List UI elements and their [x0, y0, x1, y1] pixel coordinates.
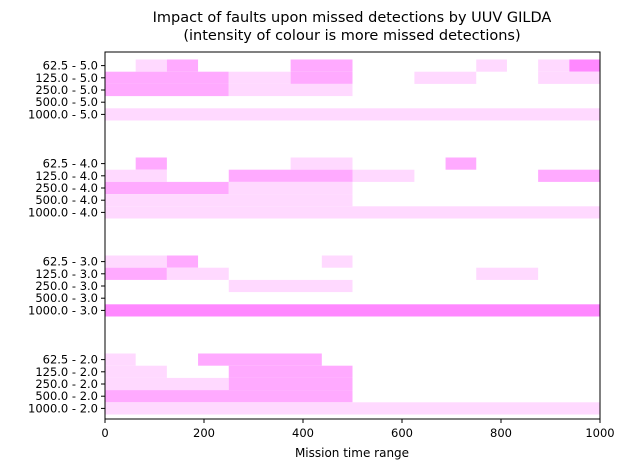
heatmap-cell: [135, 157, 167, 170]
heatmap-cell: [290, 157, 353, 170]
y-tick-label: 1000.0 - 5.0: [28, 107, 98, 121]
x-tick-label: 600: [391, 426, 413, 440]
heatmap-cell: [105, 83, 229, 97]
y-tick-label: 62.5 - 5.0: [43, 59, 98, 73]
heatmap-cell: [228, 377, 353, 391]
heatmap-cell: [228, 71, 291, 84]
heatmap-cell: [414, 71, 477, 84]
y-tick-label: 1000.0 - 2.0: [28, 401, 98, 415]
heatmap-cell: [476, 59, 507, 72]
y-tick-label: 500.0 - 2.0: [35, 389, 98, 403]
y-tick-label: 250.0 - 3.0: [35, 279, 98, 293]
heatmap-cell: [228, 181, 353, 195]
heatmap-cell: [198, 353, 322, 366]
plot-frame: [104, 51, 601, 420]
y-tick-label: 250.0 - 2.0: [35, 377, 98, 391]
heatmap-cell: [135, 59, 167, 72]
heatmap-cell: [166, 255, 199, 268]
y-tick-label: 62.5 - 2.0: [43, 353, 98, 367]
heatmap-cell: [538, 169, 600, 182]
heatmap-cell: [290, 59, 353, 72]
heatmap-cell: [228, 365, 353, 378]
heatmap-cell: [445, 157, 477, 170]
y-tick-label: 500.0 - 4.0: [35, 193, 98, 207]
y-tick-label: 62.5 - 3.0: [43, 255, 98, 269]
y-tick-label: 62.5 - 4.0: [43, 157, 98, 171]
heatmap-cell: [228, 83, 353, 97]
y-tick-label: 125.0 - 5.0: [35, 71, 98, 85]
heatmap-cell: [105, 169, 167, 182]
heatmap-cell: [105, 181, 229, 195]
heatmap-cell: [105, 255, 167, 268]
y-tick-label: 125.0 - 2.0: [35, 365, 98, 379]
y-tick-label: 500.0 - 5.0: [35, 95, 98, 109]
x-tick-label: 800: [490, 426, 512, 440]
x-axis-label: Mission time range: [295, 446, 409, 460]
x-tick-label: 1000: [585, 426, 614, 440]
heatmap-cell: [105, 365, 167, 378]
y-tick-label: 500.0 - 3.0: [35, 291, 98, 305]
heatmap-cell: [105, 390, 353, 403]
x-tick-label: 0: [101, 426, 108, 440]
x-tick-label: 200: [193, 426, 215, 440]
heatmap-cells: [105, 59, 600, 415]
heatmap-cell: [105, 353, 136, 366]
heatmap-cell: [105, 206, 600, 219]
chart-title: Impact of faults upon missed detections …: [153, 10, 552, 26]
y-tick-label: 125.0 - 4.0: [35, 169, 98, 183]
y-tick-label: 250.0 - 4.0: [35, 181, 98, 195]
heatmap-cell: [166, 267, 229, 280]
heatmap-cell: [476, 267, 539, 280]
heatmap-cell: [569, 59, 600, 72]
heatmap-cell: [105, 267, 167, 280]
heatmap-cell: [538, 71, 600, 84]
heatmap-cell: [538, 59, 570, 72]
heatmap-cell: [105, 71, 229, 84]
x-tick-label: 400: [292, 426, 314, 440]
chart-subtitle: (intensity of colour is more missed dete…: [183, 28, 520, 44]
y-tick-label: 125.0 - 3.0: [35, 267, 98, 281]
y-tick-label: 250.0 - 5.0: [35, 83, 98, 97]
heatmap-cell: [105, 108, 600, 121]
x-axis: 0 200 400 600 800 1000: [101, 419, 615, 440]
heatmap-cell: [166, 59, 199, 72]
y-tick-label: 1000.0 - 4.0: [28, 205, 98, 219]
heatmap-cell: [290, 71, 353, 84]
heatmap-cell: [228, 279, 353, 293]
heatmap-cell: [105, 194, 353, 207]
heatmap-cell: [321, 255, 353, 268]
heatmap-cell: [352, 169, 415, 182]
heatmap-cell: [228, 169, 353, 182]
heatmap-cell: [105, 402, 600, 415]
heatmap-cell: [105, 377, 229, 391]
heatmap-cell: [105, 304, 600, 317]
y-tick-label: 1000.0 - 3.0: [28, 303, 98, 317]
